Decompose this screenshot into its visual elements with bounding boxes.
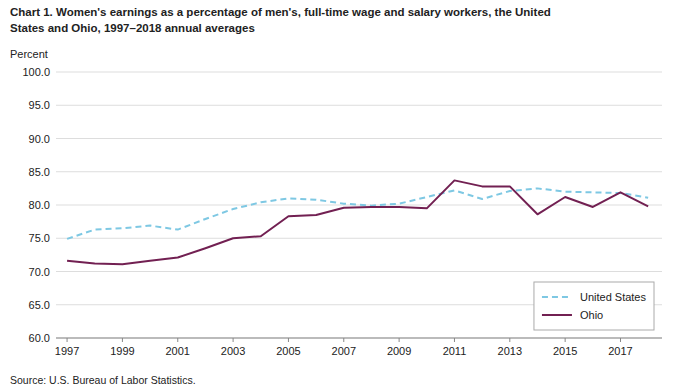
y-tick-label: 75.0 bbox=[29, 232, 50, 244]
x-tick bbox=[233, 338, 234, 342]
legend-label: United States bbox=[580, 291, 647, 303]
grid-line bbox=[56, 205, 662, 206]
chart: Chart 1. Women's earnings as a percentag… bbox=[0, 0, 678, 392]
grid-line bbox=[56, 72, 662, 73]
x-tick bbox=[565, 338, 566, 342]
subtitle: States and Ohio, 1997–2018 annual averag… bbox=[10, 22, 255, 34]
x-tick-label: 2017 bbox=[608, 345, 632, 357]
x-tick-label: 2015 bbox=[553, 345, 577, 357]
x-tick-label: 1997 bbox=[55, 345, 79, 357]
background bbox=[0, 0, 678, 392]
y-tick-label: 70.0 bbox=[29, 266, 50, 278]
y-tick-label: 95.0 bbox=[29, 99, 50, 111]
x-tick bbox=[122, 338, 123, 342]
series-line bbox=[67, 188, 648, 239]
legend-swatch bbox=[542, 314, 572, 316]
y-tick-label: 60.0 bbox=[29, 332, 50, 344]
grid-line bbox=[56, 238, 662, 239]
x-tick-label: 2013 bbox=[498, 345, 522, 357]
grid-line bbox=[56, 105, 662, 106]
source: Source: U.S. Bureau of Labor Statistics. bbox=[10, 374, 196, 386]
x-tick bbox=[454, 338, 455, 342]
x-tick bbox=[177, 338, 178, 342]
legend: United States Ohio bbox=[534, 282, 654, 330]
y-tick-label: 100.0 bbox=[22, 66, 50, 78]
x-tick bbox=[288, 338, 289, 342]
plot-area bbox=[67, 180, 648, 264]
x-axis-line bbox=[56, 338, 662, 339]
y-tick-label: 65.0 bbox=[29, 299, 50, 311]
legend-label: Ohio bbox=[580, 309, 603, 321]
legend-box bbox=[534, 282, 654, 330]
legend-swatch bbox=[542, 296, 572, 298]
x-tick-label: 2005 bbox=[276, 345, 300, 357]
y-tick-label: 80.0 bbox=[29, 199, 50, 211]
x-tick bbox=[67, 338, 68, 342]
x-tick bbox=[399, 338, 400, 342]
grid-line bbox=[56, 138, 662, 139]
x-tick-label: 2001 bbox=[166, 345, 190, 357]
x-tick-label: 2007 bbox=[332, 345, 356, 357]
x-tick bbox=[343, 338, 344, 342]
grid-line bbox=[56, 338, 662, 339]
grid-line bbox=[56, 271, 662, 272]
x-tick-label: 1999 bbox=[110, 345, 134, 357]
y-tick-label: 85.0 bbox=[29, 166, 50, 178]
y-axis: 60.0 65.0 70.0 75.0 80.0 85.0 90.0 95.0 100.0 bbox=[22, 66, 662, 344]
x-tick bbox=[620, 338, 621, 342]
x-tick-label: 2011 bbox=[443, 345, 467, 357]
y-axis-label: Percent bbox=[10, 48, 48, 60]
x-tick-label: 2009 bbox=[387, 345, 411, 357]
y-tick-label: 90.0 bbox=[29, 133, 50, 145]
grid-line bbox=[56, 171, 662, 172]
title: Chart 1. Women's earnings as a percentag… bbox=[10, 6, 551, 18]
x-tick-label: 2003 bbox=[221, 345, 245, 357]
series-line bbox=[67, 180, 648, 264]
x-axis: 1997 1999 2001 2003 2005 2007 2009 2011 2013 2015… bbox=[55, 338, 662, 357]
x-tick bbox=[509, 338, 510, 342]
